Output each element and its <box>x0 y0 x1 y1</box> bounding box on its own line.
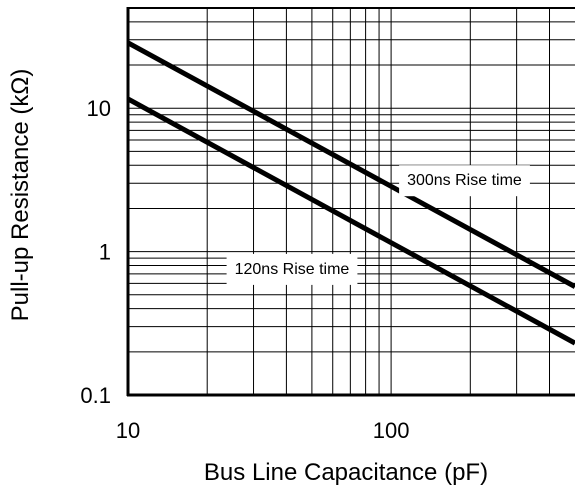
series-line-1 <box>126 96 575 346</box>
y-axis-title: Pull-up Resistance (kΩ) <box>7 69 34 322</box>
y-tick-label: 1 <box>99 240 111 265</box>
series-lines <box>126 40 575 346</box>
annotation-text: 120ns Rise time <box>235 261 350 278</box>
annotations: 300ns Rise time 120ns Rise time <box>226 165 530 285</box>
x-tick-label: 100 <box>373 418 410 443</box>
tick-labels: 10 100 0.1 1 10 <box>80 96 409 443</box>
annotation-label-1: 120ns Rise time <box>226 253 358 285</box>
y-tick-label: 0.1 <box>80 383 111 408</box>
annotation-label-0: 300ns Rise time <box>399 165 530 197</box>
plot-frame <box>126 7 575 397</box>
grid <box>128 8 575 395</box>
annotation-text: 300ns Rise time <box>407 172 522 189</box>
annotation-box <box>399 165 530 197</box>
x-axis-title: Bus Line Capacitance (pF) <box>204 459 488 486</box>
x-tick-label: 10 <box>116 418 140 443</box>
annotation-box <box>226 253 358 285</box>
series-line-0 <box>126 40 575 289</box>
y-tick-label: 10 <box>87 96 111 121</box>
